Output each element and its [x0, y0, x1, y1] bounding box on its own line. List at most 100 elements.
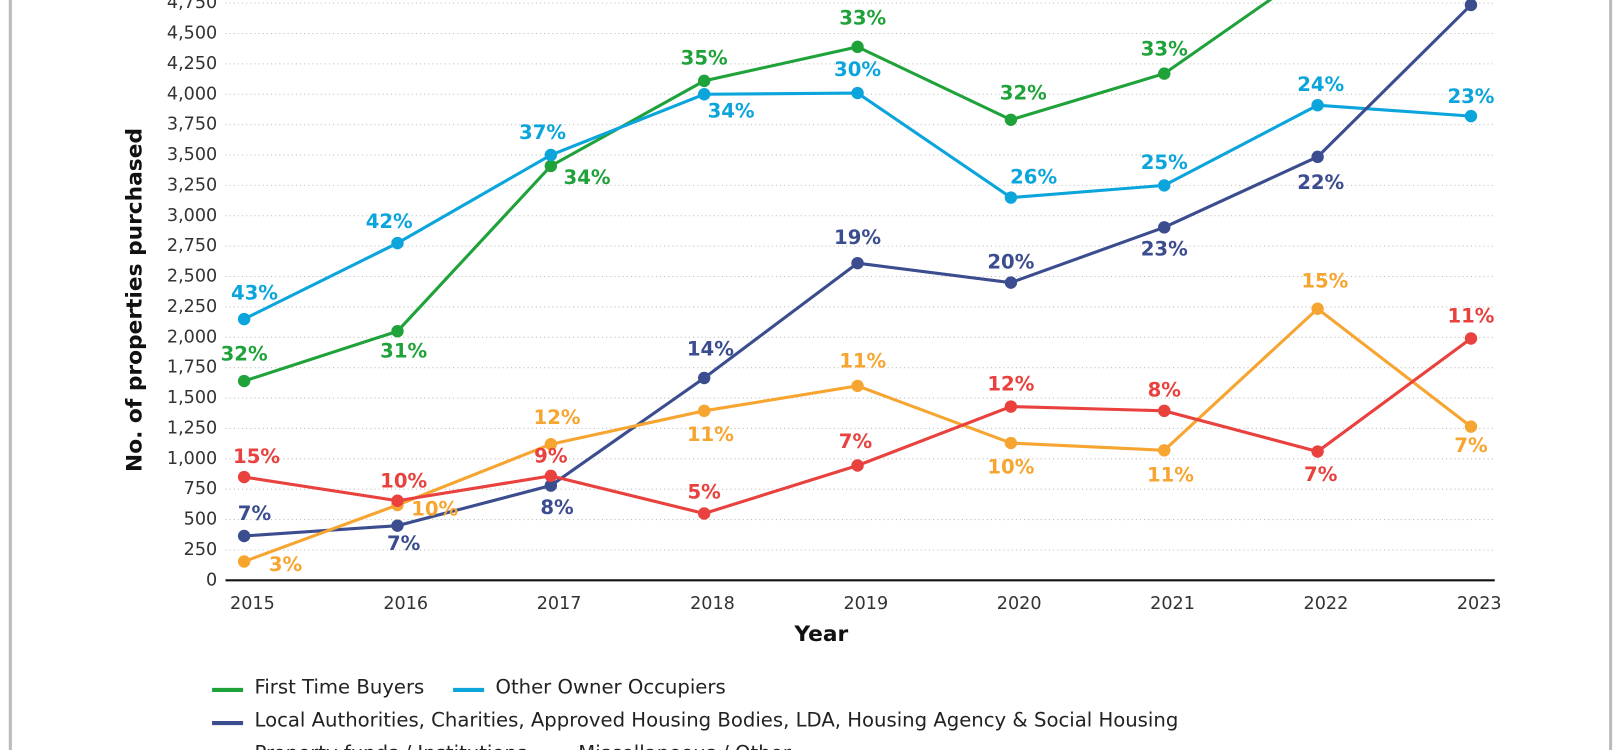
data-point [1004, 276, 1018, 289]
value-label: 5% [688, 480, 722, 503]
data-point [1004, 436, 1018, 450]
y-tick-label: 2,750 [167, 236, 217, 256]
legend-label: Other Owner Occupiers [495, 675, 725, 698]
value-label: 10% [987, 455, 1034, 478]
y-tick-label: 1,250 [167, 418, 217, 438]
data-point [1464, 109, 1478, 123]
value-label: 22% [1297, 171, 1344, 194]
y-tick-label: 3,250 [167, 175, 217, 195]
y-tick-label: 500 [184, 510, 218, 530]
data-point [544, 438, 558, 451]
x-tick-label: 2019 [843, 594, 888, 614]
data-point [237, 312, 251, 326]
y-tick-label: 2,250 [167, 297, 217, 317]
y-tick-label: 1,500 [167, 388, 217, 408]
data-point [544, 469, 558, 483]
data-point [1311, 445, 1324, 458]
legend-label: Property funds / Institutions [254, 742, 527, 750]
y-tick-label: 4,250 [167, 54, 217, 74]
value-label: 34% [564, 166, 611, 189]
value-label: 10% [380, 470, 427, 493]
data-point [697, 74, 711, 88]
value-label: 7% [387, 532, 421, 555]
value-label: 23% [1141, 238, 1188, 261]
value-label: 7% [839, 430, 873, 453]
x-tick-label: 2016 [383, 594, 428, 614]
y-tick-label: 3,000 [167, 206, 217, 226]
data-point [1158, 221, 1171, 234]
data-point [697, 371, 711, 385]
x-tick-label: 2017 [537, 594, 582, 614]
x-axis-title: Year [793, 622, 848, 647]
data-point [851, 256, 864, 270]
series-line [244, 3, 1473, 538]
data-point [697, 88, 711, 101]
value-label: 32% [221, 343, 268, 366]
value-label: 7% [238, 502, 272, 525]
data-point [851, 379, 864, 393]
value-label: 14% [687, 338, 734, 361]
value-label: 11% [1147, 464, 1194, 487]
legend-label: Miscellaneous / Other [578, 742, 791, 750]
data-point [1158, 404, 1171, 418]
data-point [391, 494, 404, 507]
data-point [1311, 98, 1324, 112]
value-label: 8% [1148, 379, 1182, 402]
data-point [1311, 150, 1324, 164]
value-label: 33% [839, 6, 886, 29]
legend-label: Local Authorities, Charities, Approved H… [254, 709, 1178, 732]
y-tick-label: 1,000 [167, 449, 217, 469]
value-label: 35% [681, 47, 728, 70]
value-label: 30% [834, 58, 881, 81]
data-point [544, 148, 558, 162]
x-tick-label: 2015 [230, 594, 275, 614]
value-label: 24% [1297, 73, 1344, 96]
series-line [243, 91, 1472, 321]
data-point [1464, 332, 1478, 345]
y-tick-label: 4,750 [167, 0, 217, 13]
data-point [1004, 113, 1018, 126]
data-point [237, 470, 251, 484]
data-point [1464, 420, 1478, 433]
data-point [1004, 400, 1018, 413]
value-label: 26% [1010, 165, 1057, 188]
data-point [1004, 191, 1018, 204]
data-point [237, 529, 251, 543]
y-tick-label: 3,500 [167, 145, 217, 165]
data-point [1158, 179, 1171, 192]
data-point [1158, 444, 1171, 457]
legend-label: First Time Buyers [254, 675, 424, 698]
value-label: 12% [987, 372, 1034, 395]
value-label: 8% [540, 496, 574, 519]
data-point [391, 519, 404, 532]
value-label: 11% [687, 423, 734, 446]
value-label: 23% [1447, 85, 1494, 108]
x-tick-label: 2023 [1457, 594, 1502, 614]
y-axis-title: No. of properties purchased [123, 128, 148, 472]
x-tick-label: 2022 [1304, 594, 1349, 614]
data-point [1311, 302, 1324, 315]
value-label: 20% [987, 250, 1034, 273]
data-point [391, 325, 404, 338]
data-point [851, 40, 864, 54]
value-label: 32% [1000, 81, 1047, 104]
y-tick-label: 2,500 [167, 267, 217, 287]
value-label: 15% [1301, 269, 1348, 292]
x-tick-label: 2020 [997, 594, 1042, 614]
x-tick-label: 2021 [1150, 594, 1195, 614]
data-point [237, 374, 251, 388]
y-tick-label: 3,750 [167, 115, 217, 135]
value-label: 7% [1304, 463, 1338, 486]
data-point [851, 459, 864, 472]
y-tick-label: 4,500 [167, 23, 217, 43]
value-label: 33% [1141, 37, 1188, 60]
y-tick-label: 0 [206, 570, 217, 590]
value-label: 31% [380, 339, 427, 362]
data-point [391, 236, 404, 250]
y-tick-label: 1,750 [167, 358, 217, 378]
value-label: 15% [233, 445, 280, 468]
data-point [697, 404, 711, 418]
value-label: 37% [519, 121, 566, 144]
